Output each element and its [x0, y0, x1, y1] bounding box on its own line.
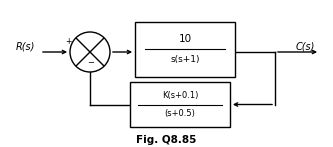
Text: −: − [88, 59, 95, 67]
Text: Fig. Q8.85: Fig. Q8.85 [136, 135, 197, 145]
Text: C(s): C(s) [295, 42, 315, 52]
FancyBboxPatch shape [135, 22, 235, 77]
Text: (s+0.5): (s+0.5) [165, 109, 195, 118]
FancyBboxPatch shape [130, 82, 230, 127]
Text: R(s): R(s) [15, 42, 35, 52]
Text: 10: 10 [178, 35, 191, 45]
Text: +: + [65, 37, 71, 46]
Text: s(s+1): s(s+1) [170, 55, 200, 64]
Text: K(s+0.1): K(s+0.1) [162, 91, 198, 100]
